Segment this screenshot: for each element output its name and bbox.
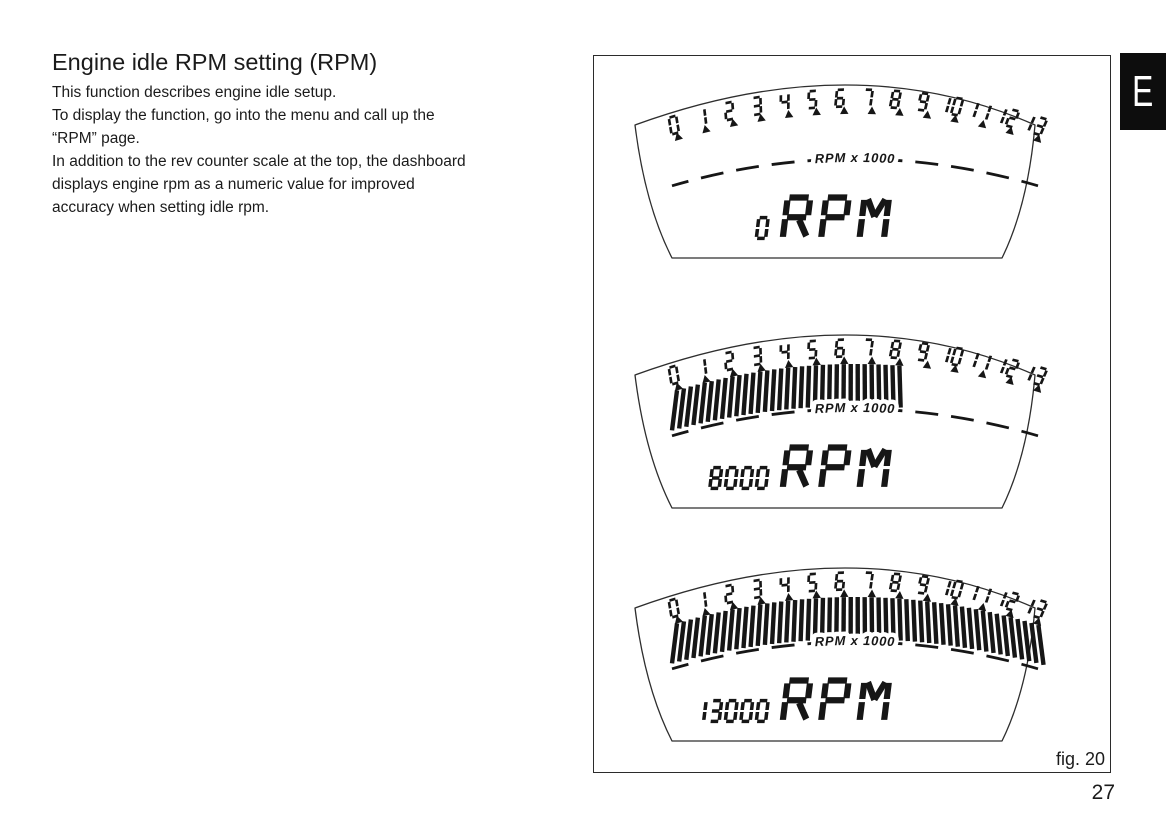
scale-unit-label: RPM x 1000: [814, 633, 895, 649]
rpm-bar-segments: [669, 597, 1046, 666]
paragraph: In addition to the rev counter scale at …: [52, 153, 466, 216]
page-title: Engine idle RPM setting (RPM): [52, 49, 378, 75]
scale-numbers: [667, 571, 1048, 620]
dashed-arc: [671, 157, 1039, 188]
paragraph: To display the function, go into the men…: [52, 107, 435, 147]
section-tab: E: [1120, 53, 1166, 130]
rpm-unit-readout: [779, 677, 892, 721]
rpm-bar-segments: [669, 364, 903, 431]
scale-numbers: [667, 338, 1048, 387]
rpm-value-readout: [702, 698, 770, 724]
figure-box: RPM x 1000 RPM x 1000 RPM x 1000 RPM x 100…: [593, 55, 1111, 773]
rpm-unit-readout: [779, 444, 892, 488]
rpm-value-readout: [754, 215, 770, 241]
rpm-value-readout: [708, 465, 770, 491]
lcd-outline: [634, 334, 1036, 509]
section-tab-label: E: [1132, 66, 1154, 116]
figure-caption: fig. 20: [1055, 749, 1105, 769]
scale-unit-label: RPM x 1000: [814, 400, 895, 416]
scale-tick-markers: [674, 106, 1042, 143]
scale-tick-markers: [674, 589, 1042, 626]
rpm-unit-readout: [779, 194, 892, 238]
dashed-arc: [671, 407, 1039, 438]
page-number: 27: [1091, 781, 1115, 804]
dashed-arc: [671, 640, 1039, 671]
scale-numbers: [667, 88, 1048, 137]
scale-unit-label: RPM x 1000: [814, 150, 895, 166]
scale-tick-markers: [674, 356, 1042, 393]
paragraph: This function describes engine idle setu…: [52, 84, 337, 101]
body-text: This function describes engine idle setu…: [52, 81, 582, 219]
lcd-outline: [634, 84, 1036, 259]
